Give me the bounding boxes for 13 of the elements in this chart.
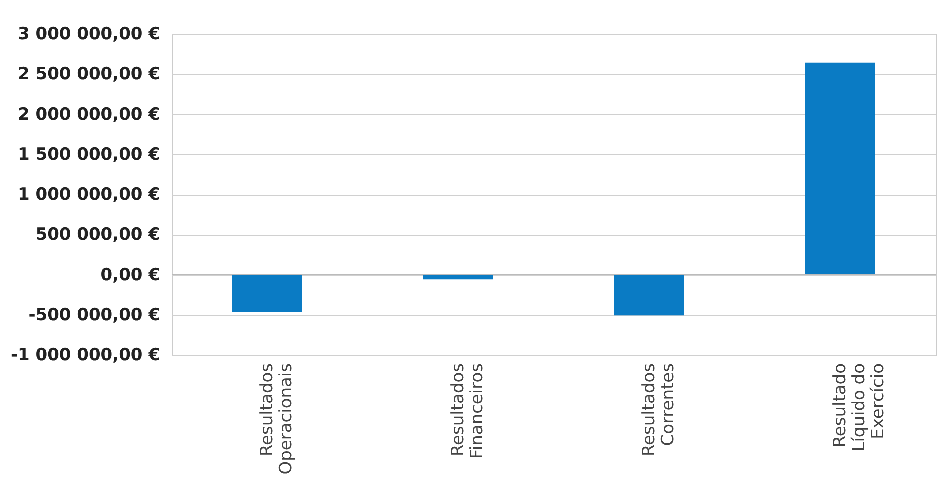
y-tick-label: -1 000 000,00 € — [10, 346, 160, 366]
y-tick-label: 2 000 000,00 € — [18, 104, 160, 125]
x-tick-label: Resultados Correntes — [640, 363, 678, 456]
y-tick-label: 2 500 000,00 € — [18, 64, 160, 85]
y-tick-label: -500 000,00 € — [28, 305, 160, 326]
y-tick-label: 3 000 000,00 € — [18, 24, 160, 44]
x-tick-label: Resultado Líquido do Exercício — [830, 364, 888, 452]
y-tick-label: 1 000 000,00 € — [18, 185, 160, 205]
y-tick-label: 0,00 € — [100, 265, 160, 286]
x-tick-label: Resultados Operacionais — [258, 363, 296, 475]
x-tick-label: Resultados Financeiros — [448, 363, 488, 460]
y-tick-label: 500 000,00 € — [36, 225, 160, 246]
y-tick-label: 1 500 000,00 € — [18, 144, 160, 165]
